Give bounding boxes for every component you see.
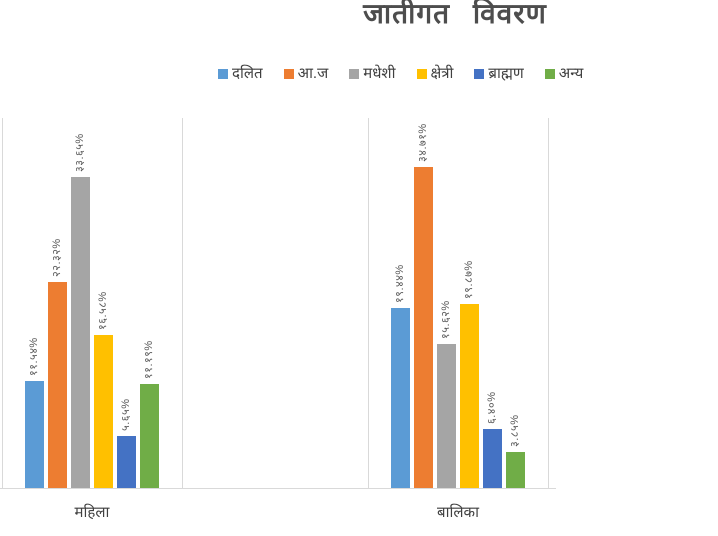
legend-item-madheshi: मधेशी (349, 63, 396, 83)
legend-swatch-anya (544, 68, 555, 79)
legend-item-aaja: आ.ज (283, 63, 329, 83)
bar-madheshi-balika (437, 344, 456, 488)
bar-label-brahman-mahila: ५.६५% (120, 398, 132, 432)
bar-aaja-balika (414, 167, 433, 488)
bar-label-madheshi-mahila: ३३.६५% (74, 133, 86, 172)
legend-swatch-dalit (218, 68, 228, 79)
bar-label-kshetri-balika: १९.८७% (463, 260, 475, 299)
bar-label-anya-balika: ३.८५% (509, 414, 521, 448)
bar-aaja-mahila (48, 282, 67, 488)
bar-label-aaja-balika: ३४.७१% (417, 123, 429, 162)
legend-label: दलित (232, 65, 263, 82)
chart-title: जातीगत विवरण (363, 0, 547, 29)
legend-label: अन्य (558, 65, 584, 82)
bar-anya-balika (506, 452, 525, 488)
bar-label-kshetri-mahila: १६.५८% (97, 291, 109, 330)
legend-item-dalit: दलित (218, 63, 263, 83)
legend-swatch-kshetri (416, 68, 427, 79)
bar-label-madheshi-balika: १५.६२% (440, 300, 452, 339)
legend-swatch-madheshi (349, 68, 360, 79)
bar-dalit-mahila (25, 381, 44, 488)
legend-item-anya: अन्य (544, 63, 584, 83)
plot-area: ११.५४% १९.४४% २२.३२% ३४.७१% ३३.६५% १५.६२% १६.५… (0, 118, 718, 489)
legend-item-kshetri: क्षेत्री (416, 63, 454, 83)
gridline (368, 118, 369, 489)
category-label-balika: बालिका (437, 504, 479, 521)
bar-brahman-balika (483, 429, 502, 488)
legend-label: मधेशी (363, 65, 396, 82)
legend-label: ब्राह्मण (488, 65, 524, 82)
bar-label-brahman-balika: ६.४०% (486, 391, 498, 425)
legend-label: आ.ज (297, 65, 329, 82)
bar-label-dalit-mahila: ११.५४% (28, 337, 40, 376)
bar-brahman-mahila (117, 436, 136, 488)
category-label-mahila: महिला (74, 504, 110, 521)
bar-label-anya-mahila: ११.१९% (143, 340, 155, 379)
bar-anya-mahila (140, 384, 159, 488)
legend-swatch-brahman (474, 68, 485, 79)
bar-label-dalit-balika: १९.४४% (394, 264, 406, 303)
x-axis-line (0, 488, 556, 489)
legend-item-brahman: ब्राह्मण (474, 63, 524, 83)
gridline (2, 118, 3, 489)
gridline (182, 118, 183, 489)
legend-label: क्षेत्री (430, 65, 454, 82)
bar-kshetri-balika (460, 304, 479, 488)
legend: दलित आ.ज मधेशी क्षेत्री ब्राह्मण अन्य (218, 63, 583, 83)
bar-madheshi-mahila (71, 177, 90, 488)
gridline (548, 118, 549, 489)
bar-kshetri-mahila (94, 335, 113, 488)
bar-label-aaja-mahila: २२.३२% (51, 238, 63, 277)
legend-swatch-aaja (283, 68, 294, 79)
bar-dalit-balika (391, 308, 410, 488)
